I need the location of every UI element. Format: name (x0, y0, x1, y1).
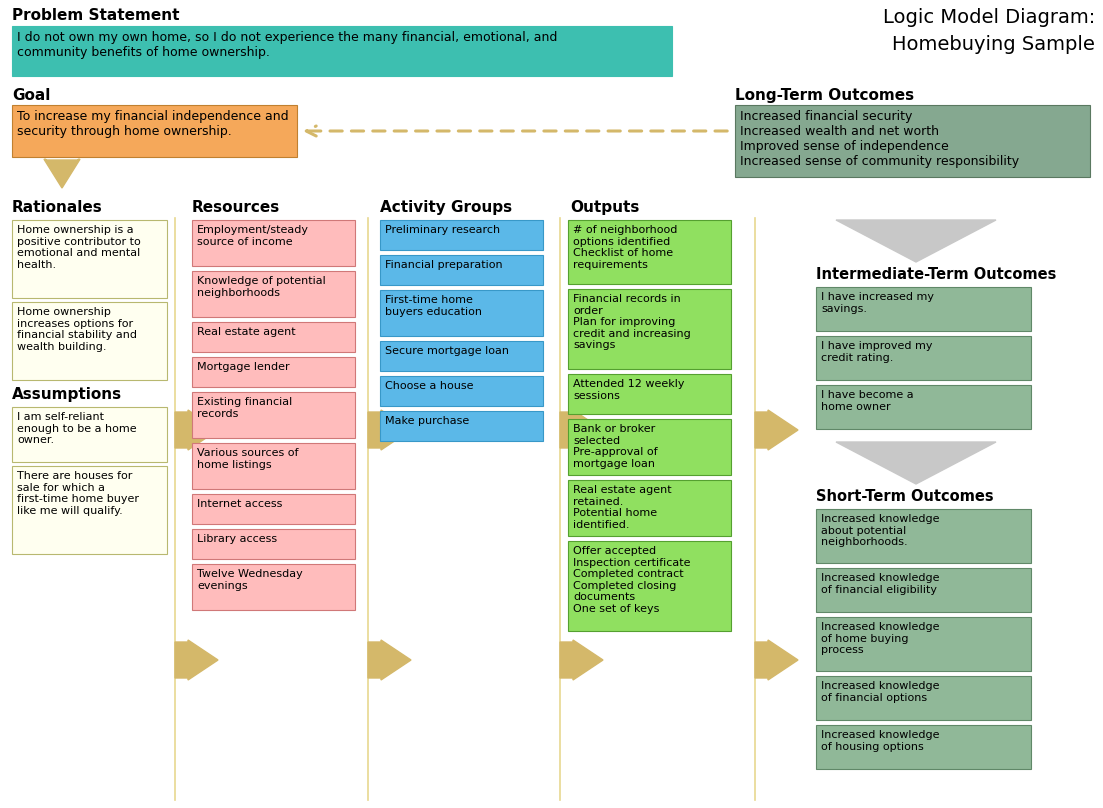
Text: # of neighborhood
options identified
Checklist of home
requirements: # of neighborhood options identified Che… (572, 225, 677, 270)
Text: Preliminary research: Preliminary research (385, 225, 500, 235)
FancyBboxPatch shape (381, 411, 543, 441)
Text: There are houses for
sale for which a
first-time home buyer
like me will qualify: There are houses for sale for which a fi… (17, 471, 139, 516)
Text: Increased knowledge
of financial options: Increased knowledge of financial options (821, 681, 940, 703)
Text: Increased knowledge
of housing options: Increased knowledge of housing options (821, 730, 940, 751)
Polygon shape (44, 159, 81, 188)
FancyBboxPatch shape (192, 322, 355, 352)
Polygon shape (175, 410, 218, 450)
Text: Twelve Wednesday
evenings: Twelve Wednesday evenings (197, 569, 302, 591)
Text: Choose a house: Choose a house (385, 381, 473, 391)
Text: Goal: Goal (12, 88, 51, 103)
FancyBboxPatch shape (12, 302, 167, 380)
Text: Attended 12 weekly
sessions: Attended 12 weekly sessions (572, 379, 685, 401)
FancyBboxPatch shape (192, 564, 355, 610)
Text: I am self-reliant
enough to be a home
owner.: I am self-reliant enough to be a home ow… (17, 412, 137, 445)
Text: Offer accepted
Inspection certificate
Completed contract
Completed closing
docum: Offer accepted Inspection certificate Co… (572, 546, 690, 614)
Text: Increased knowledge
of home buying
process: Increased knowledge of home buying proce… (821, 622, 940, 655)
FancyBboxPatch shape (568, 220, 731, 284)
FancyBboxPatch shape (816, 568, 1031, 612)
Text: I have improved my
credit rating.: I have improved my credit rating. (821, 341, 932, 363)
Text: Make purchase: Make purchase (385, 416, 469, 426)
Text: Mortgage lender: Mortgage lender (197, 362, 290, 372)
Text: Problem Statement: Problem Statement (12, 8, 180, 23)
Text: I have become a
home owner: I have become a home owner (821, 390, 913, 411)
FancyBboxPatch shape (568, 480, 731, 536)
Text: Increased knowledge
about potential
neighborhoods.: Increased knowledge about potential neig… (821, 514, 940, 547)
Text: Home ownership
increases options for
financial stability and
wealth building.: Home ownership increases options for fin… (17, 307, 137, 351)
Polygon shape (754, 640, 797, 680)
Polygon shape (836, 442, 996, 484)
Text: To increase my financial independence and
security through home ownership.: To increase my financial independence an… (17, 110, 289, 138)
Text: Outputs: Outputs (570, 200, 640, 215)
Text: Existing financial
records: Existing financial records (197, 397, 292, 419)
FancyBboxPatch shape (568, 374, 731, 414)
Text: Financial preparation: Financial preparation (385, 260, 503, 270)
FancyBboxPatch shape (735, 105, 1090, 177)
FancyBboxPatch shape (12, 26, 672, 76)
FancyBboxPatch shape (568, 541, 731, 631)
Text: Internet access: Internet access (197, 499, 282, 509)
Text: Increased knowledge
of financial eligibility: Increased knowledge of financial eligibi… (821, 573, 940, 595)
FancyBboxPatch shape (12, 407, 167, 462)
Text: Real estate agent: Real estate agent (197, 327, 296, 337)
Polygon shape (368, 640, 411, 680)
Text: Secure mortgage loan: Secure mortgage loan (385, 346, 508, 356)
Polygon shape (368, 410, 411, 450)
Text: Long-Term Outcomes: Long-Term Outcomes (735, 88, 914, 103)
FancyBboxPatch shape (192, 443, 355, 489)
Text: Employment/steady
source of income: Employment/steady source of income (197, 225, 309, 246)
Polygon shape (175, 640, 218, 680)
FancyBboxPatch shape (381, 220, 543, 250)
Text: I do not own my own home, so I do not experience the many financial, emotional, : I do not own my own home, so I do not ex… (17, 31, 557, 59)
Text: Resources: Resources (192, 200, 280, 215)
Text: Rationales: Rationales (12, 200, 103, 215)
FancyBboxPatch shape (12, 220, 167, 298)
FancyBboxPatch shape (816, 287, 1031, 331)
FancyBboxPatch shape (192, 271, 355, 317)
Text: Increased financial security
Increased wealth and net worth
Improved sense of in: Increased financial security Increased w… (740, 110, 1019, 168)
FancyBboxPatch shape (192, 220, 355, 266)
Text: Bank or broker
selected
Pre-approval of
mortgage loan: Bank or broker selected Pre-approval of … (572, 424, 657, 469)
FancyBboxPatch shape (816, 385, 1031, 429)
Text: Logic Model Diagram:
Homebuying Sample: Logic Model Diagram: Homebuying Sample (882, 8, 1095, 53)
FancyBboxPatch shape (816, 336, 1031, 380)
Text: Library access: Library access (197, 534, 277, 544)
Polygon shape (754, 410, 797, 450)
Text: Various sources of
home listings: Various sources of home listings (197, 448, 299, 469)
FancyBboxPatch shape (816, 509, 1031, 563)
FancyBboxPatch shape (381, 290, 543, 336)
Text: Knowledge of potential
neighborhoods: Knowledge of potential neighborhoods (197, 276, 325, 297)
Text: Home ownership is a
positive contributor to
emotional and mental
health.: Home ownership is a positive contributor… (17, 225, 141, 270)
Polygon shape (560, 640, 603, 680)
FancyBboxPatch shape (192, 494, 355, 524)
FancyBboxPatch shape (192, 357, 355, 387)
FancyBboxPatch shape (568, 289, 731, 369)
Text: Intermediate-Term Outcomes: Intermediate-Term Outcomes (816, 267, 1057, 282)
FancyBboxPatch shape (816, 725, 1031, 769)
FancyBboxPatch shape (381, 255, 543, 285)
Polygon shape (560, 410, 603, 450)
FancyBboxPatch shape (568, 419, 731, 475)
FancyBboxPatch shape (381, 341, 543, 371)
Polygon shape (836, 220, 996, 262)
Text: Financial records in
order
Plan for improving
credit and increasing
savings: Financial records in order Plan for impr… (572, 294, 690, 351)
FancyBboxPatch shape (816, 676, 1031, 720)
FancyBboxPatch shape (12, 105, 297, 157)
Text: Activity Groups: Activity Groups (381, 200, 512, 215)
Text: Real estate agent
retained.
Potential home
identified.: Real estate agent retained. Potential ho… (572, 485, 672, 530)
Text: First-time home
buyers education: First-time home buyers education (385, 295, 482, 317)
FancyBboxPatch shape (192, 529, 355, 559)
Text: Short-Term Outcomes: Short-Term Outcomes (816, 489, 994, 504)
FancyBboxPatch shape (381, 376, 543, 406)
FancyBboxPatch shape (816, 617, 1031, 671)
Text: Assumptions: Assumptions (12, 387, 122, 402)
Text: I have increased my
savings.: I have increased my savings. (821, 292, 934, 314)
FancyBboxPatch shape (192, 392, 355, 438)
FancyBboxPatch shape (12, 466, 167, 554)
